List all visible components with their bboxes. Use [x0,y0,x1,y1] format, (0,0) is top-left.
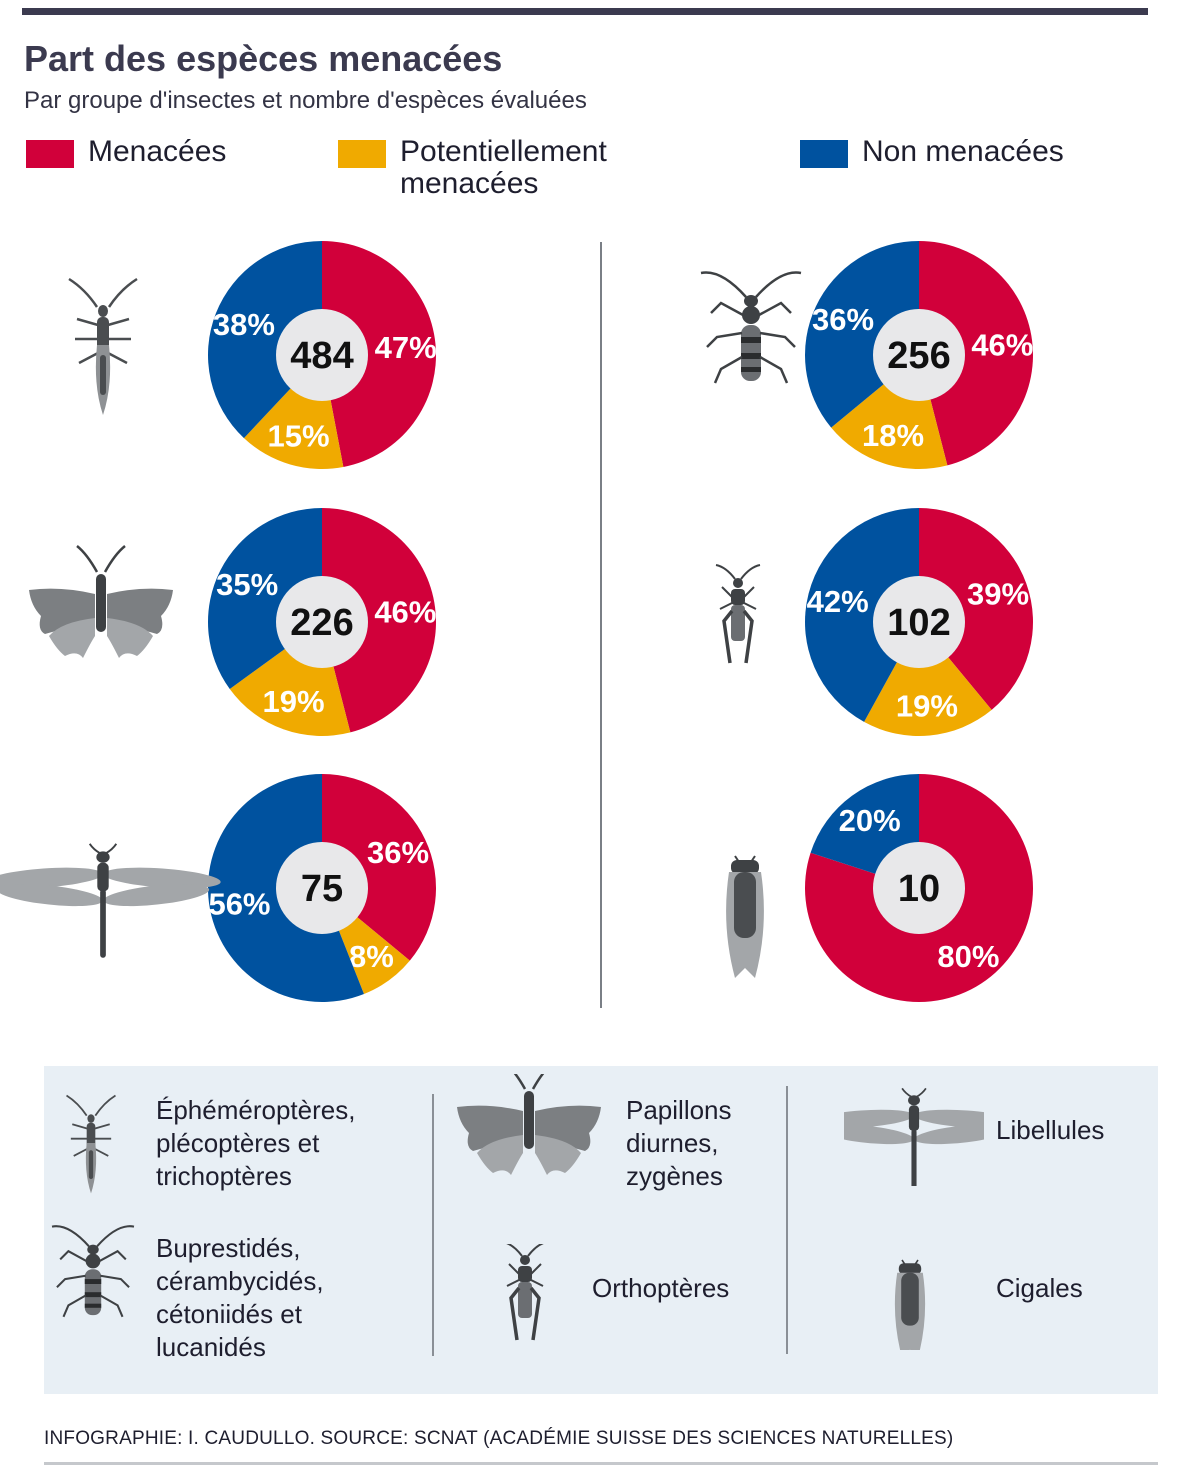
species-count: 256 [887,335,950,377]
source-credit: INFOGRAPHIE: I. CAUDULLO. SOURCE: SCNAT … [44,1428,954,1449]
chart-subtitle: Par groupe d'insectes et nombre d'espèce… [24,87,587,114]
key-label-dragonfly: Libellules [996,1115,1105,1145]
butterfly-icon [27,544,175,660]
pie-slice [919,241,1034,466]
legend-swatch-yellow [338,140,386,168]
legend-swatch-blue [800,140,848,168]
slice-label: 18% [862,418,924,453]
pie-slice [804,241,919,428]
pie-slice [919,508,1033,710]
slice-label: 80% [937,939,999,974]
pie-slice [208,508,322,690]
key-label-butterfly: Papillons diurnes, zygènes [626,1095,732,1191]
slice-label: 47% [375,330,437,365]
slice-label: 19% [896,689,958,724]
slice-label: 36% [812,302,874,337]
slice-label: 15% [268,419,330,454]
slice-label: 42% [807,584,869,619]
legend-label: Menacées [88,135,227,168]
legend-label: Potentiellement menacées [400,135,607,200]
donut-hole [276,576,368,668]
top-rule [22,8,1148,15]
donut-hole [873,576,965,668]
donut-chart-484: 47% 15% 38% 484 [208,241,437,470]
slice-label: 35% [216,567,278,602]
pie-slice [322,241,437,467]
donut-chart-102: 39% 19% 42% 102 [805,508,1033,737]
grasshopper-icon [501,1244,549,1342]
donut-chart-256: 46% 18% 36% 256 [804,241,1034,470]
pie-slice [805,508,919,722]
species-count: 226 [290,602,353,644]
key-label-mayfly: Éphéméroptères, plécoptères et trichoptè… [156,1095,356,1191]
slice-label: 36% [367,835,429,870]
slice-label: 56% [208,887,270,922]
slice-label: 39% [967,577,1029,612]
key-label-cicada: Cigales [996,1273,1083,1303]
column-divider [600,242,602,1008]
key-divider [786,1086,788,1354]
donut-hole [873,842,965,934]
grasshopper-icon [714,563,762,665]
mayfly-icon [65,1094,117,1195]
donut-chart-10: 80% 20% 10 [804,774,1033,1002]
key-divider [432,1094,434,1356]
species-count: 102 [887,602,950,644]
donut-hole [276,842,368,934]
slice-label: 38% [213,307,275,342]
slice-label: 19% [263,684,325,719]
slice-label: 8% [349,939,394,974]
slice-label: 46% [971,327,1033,362]
cicada-icon [725,855,765,979]
donut-chart-226: 46% 19% 35% 226 [208,508,436,736]
key-label-beetle: Buprestidés, cérambycidés, cétoniidés et… [156,1233,324,1362]
species-count: 75 [301,868,343,910]
longhorn-beetle-icon [699,271,803,385]
species-key: Éphéméroptères, plécoptères et trichoptè… [44,1066,1158,1394]
donut-hole [276,309,368,401]
butterfly-icon [455,1074,603,1177]
chart-title: Part des espèces menacées [24,38,503,79]
legend-item-potentiellement: Potentiellement menacées [338,136,680,200]
legend-swatch-red [26,140,74,168]
donut-charts: 47% 15% 38% 484 46% 18% 36% 256 46% 19% 35% 226 39% 1… [0,241,1034,1002]
legend-label: Non menacées [862,135,1064,168]
dragonfly-icon [844,1087,984,1186]
species-count: 10 [898,868,940,910]
legend-item-menacees: Menacées [26,136,226,168]
slice-label: 20% [839,803,901,838]
pie-slice [322,508,436,733]
mayfly-icon [67,277,139,417]
species-count: 484 [290,335,353,377]
bottom-rule [44,1462,1158,1465]
key-label-grasshopper: Orthoptères [592,1273,730,1303]
donut-hole [873,309,965,401]
cicada-icon [894,1259,926,1350]
longhorn-beetle-icon [50,1225,136,1318]
pie-slice [322,774,436,961]
pie-slice [208,241,322,439]
pie-slice [864,622,992,737]
slice-label: 46% [374,594,436,629]
legend-item-non-menacees: Non menacées [800,136,1064,168]
donut-chart-75: 36% 8% 56% 75 [207,774,436,1002]
dragonfly-icon [0,842,223,959]
